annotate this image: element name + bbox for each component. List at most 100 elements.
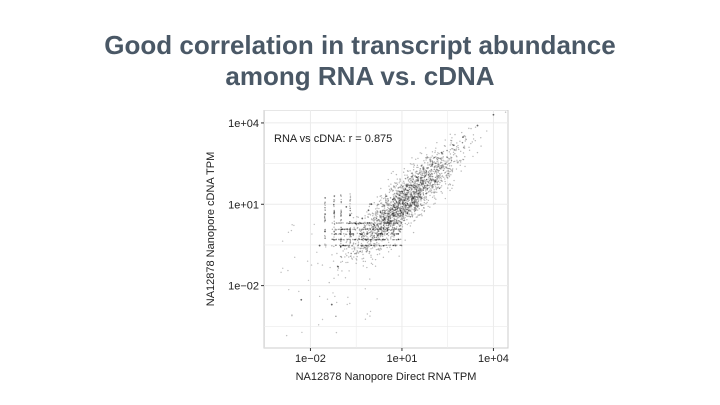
cloud-point [436, 182, 439, 184]
cloud-point [414, 203, 416, 206]
cloud-point [377, 225, 379, 228]
cloud-point [352, 232, 354, 235]
cloud-point [340, 229, 342, 231]
cloud-point [414, 213, 416, 215]
cloud-point [335, 315, 337, 318]
cloud-point [402, 192, 404, 195]
cloud-point [410, 194, 412, 196]
cloud-point [350, 233, 353, 235]
cloud-point [349, 213, 351, 215]
cloud-point [404, 188, 406, 190]
cloud-point [391, 213, 393, 215]
cloud-point [411, 175, 413, 177]
cloud-point [398, 255, 400, 257]
cloud-point [427, 180, 429, 182]
cloud-point [442, 165, 445, 168]
cloud-point [397, 203, 400, 206]
cloud-point [440, 190, 442, 193]
cloud-point [378, 238, 380, 240]
cloud-point [423, 172, 425, 175]
cloud-point [388, 219, 391, 221]
cloud-point [390, 222, 393, 224]
cloud-point [404, 174, 406, 176]
cloud-point [375, 211, 378, 213]
cloud-point [381, 213, 383, 215]
cloud-point [387, 238, 389, 240]
cloud-point [398, 194, 400, 197]
cloud-point [406, 184, 408, 186]
cloud-point [408, 205, 410, 208]
cloud-point [396, 219, 398, 221]
cloud-point [398, 194, 400, 196]
cloud-point [418, 188, 421, 190]
cloud-point [418, 183, 421, 186]
cloud-point [398, 200, 400, 202]
cloud-point [394, 198, 396, 200]
cloud-point [409, 177, 411, 180]
cloud-point [391, 208, 394, 210]
cloud-point [340, 194, 342, 196]
cloud-point [408, 213, 410, 215]
cloud-point [425, 175, 427, 177]
cloud-point [359, 233, 361, 235]
cloud-point [436, 191, 438, 194]
cloud-point [374, 239, 376, 241]
cloud-point [419, 203, 422, 206]
cloud-point [403, 189, 405, 191]
cloud-point [397, 238, 399, 240]
cloud-point [387, 217, 390, 219]
cloud-point [392, 201, 394, 203]
cloud-point [425, 171, 427, 174]
cloud-point [332, 238, 334, 240]
cloud-point [374, 265, 377, 267]
cloud-point [395, 200, 398, 202]
cloud-point [417, 193, 419, 195]
cloud-point [387, 201, 389, 203]
cloud-point [372, 223, 375, 225]
cloud-point [376, 217, 378, 219]
cloud-point [354, 238, 356, 241]
cloud-point [369, 244, 372, 247]
cloud-point [411, 216, 414, 218]
cloud-point [399, 191, 401, 193]
cloud-point [394, 223, 396, 225]
cloud-point [393, 228, 395, 230]
cloud-point [438, 187, 440, 189]
cloud-point [413, 186, 415, 188]
cloud-point [426, 187, 428, 190]
cloud-point [424, 199, 426, 202]
cloud-point [397, 204, 400, 207]
cloud-point [362, 265, 365, 267]
cloud-point [359, 230, 362, 232]
cloud-point [410, 204, 412, 206]
cloud-point [333, 239, 335, 242]
cloud-point [433, 166, 436, 168]
cloud-point [362, 237, 365, 240]
cloud-point [347, 296, 349, 299]
cloud-point [383, 230, 385, 232]
data-point [401, 190, 403, 193]
cloud-point [361, 238, 363, 241]
cloud-point [393, 211, 395, 214]
cloud-point [438, 167, 441, 169]
cloud-point [356, 227, 358, 229]
cloud-point [419, 181, 422, 183]
cloud-point [428, 180, 431, 182]
cloud-point [345, 233, 348, 236]
cloud-point [409, 202, 411, 204]
cloud-point [379, 215, 381, 217]
cloud-point [396, 239, 398, 241]
cloud-point [343, 248, 346, 250]
cloud-point [461, 142, 464, 144]
cloud-point [384, 229, 386, 231]
cloud-point [339, 244, 341, 247]
cloud-point [424, 187, 426, 189]
cloud-point [410, 198, 412, 200]
cloud-point [402, 216, 405, 219]
cloud-point [333, 211, 336, 213]
cloud-point [395, 220, 397, 222]
cloud-point [419, 190, 422, 192]
cloud-point [353, 222, 355, 224]
cloud-point [399, 220, 401, 223]
cloud-point [420, 175, 422, 177]
